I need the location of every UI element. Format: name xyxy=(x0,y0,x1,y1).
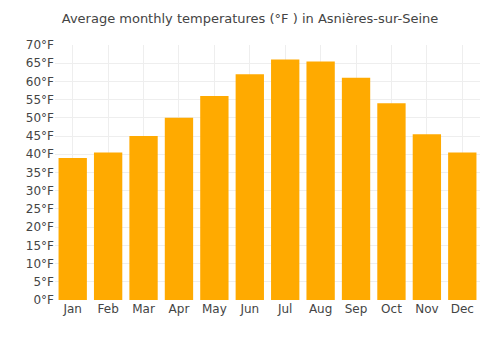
svg-text:Aug: Aug xyxy=(309,302,332,316)
svg-text:Jan: Jan xyxy=(62,302,82,316)
svg-text:45°F: 45°F xyxy=(26,129,54,143)
svg-text:25°F: 25°F xyxy=(26,202,54,216)
svg-text:65°F: 65°F xyxy=(26,56,54,70)
svg-text:Average monthly temperatures (: Average monthly temperatures (°F ) in As… xyxy=(62,11,439,26)
svg-text:Jun: Jun xyxy=(239,302,259,316)
svg-text:Dec: Dec xyxy=(451,302,474,316)
svg-text:35°F: 35°F xyxy=(26,166,54,180)
svg-text:10°F: 10°F xyxy=(26,257,54,271)
svg-text:Nov: Nov xyxy=(415,302,438,316)
svg-text:Apr: Apr xyxy=(169,302,190,316)
svg-text:Mar: Mar xyxy=(132,302,155,316)
svg-text:0°F: 0°F xyxy=(33,293,54,307)
svg-text:40°F: 40°F xyxy=(26,147,54,161)
svg-text:May: May xyxy=(202,302,227,316)
svg-text:20°F: 20°F xyxy=(26,220,54,234)
svg-text:Oct: Oct xyxy=(381,302,402,316)
svg-text:Sep: Sep xyxy=(345,302,368,316)
svg-text:55°F: 55°F xyxy=(26,93,54,107)
svg-text:30°F: 30°F xyxy=(26,184,54,198)
svg-text:Jul: Jul xyxy=(277,302,292,316)
svg-text:60°F: 60°F xyxy=(26,75,54,89)
svg-text:50°F: 50°F xyxy=(26,111,54,125)
svg-text:Feb: Feb xyxy=(98,302,119,316)
svg-text:5°F: 5°F xyxy=(33,275,54,289)
svg-text:15°F: 15°F xyxy=(26,239,54,253)
svg-text:70°F: 70°F xyxy=(26,38,54,52)
